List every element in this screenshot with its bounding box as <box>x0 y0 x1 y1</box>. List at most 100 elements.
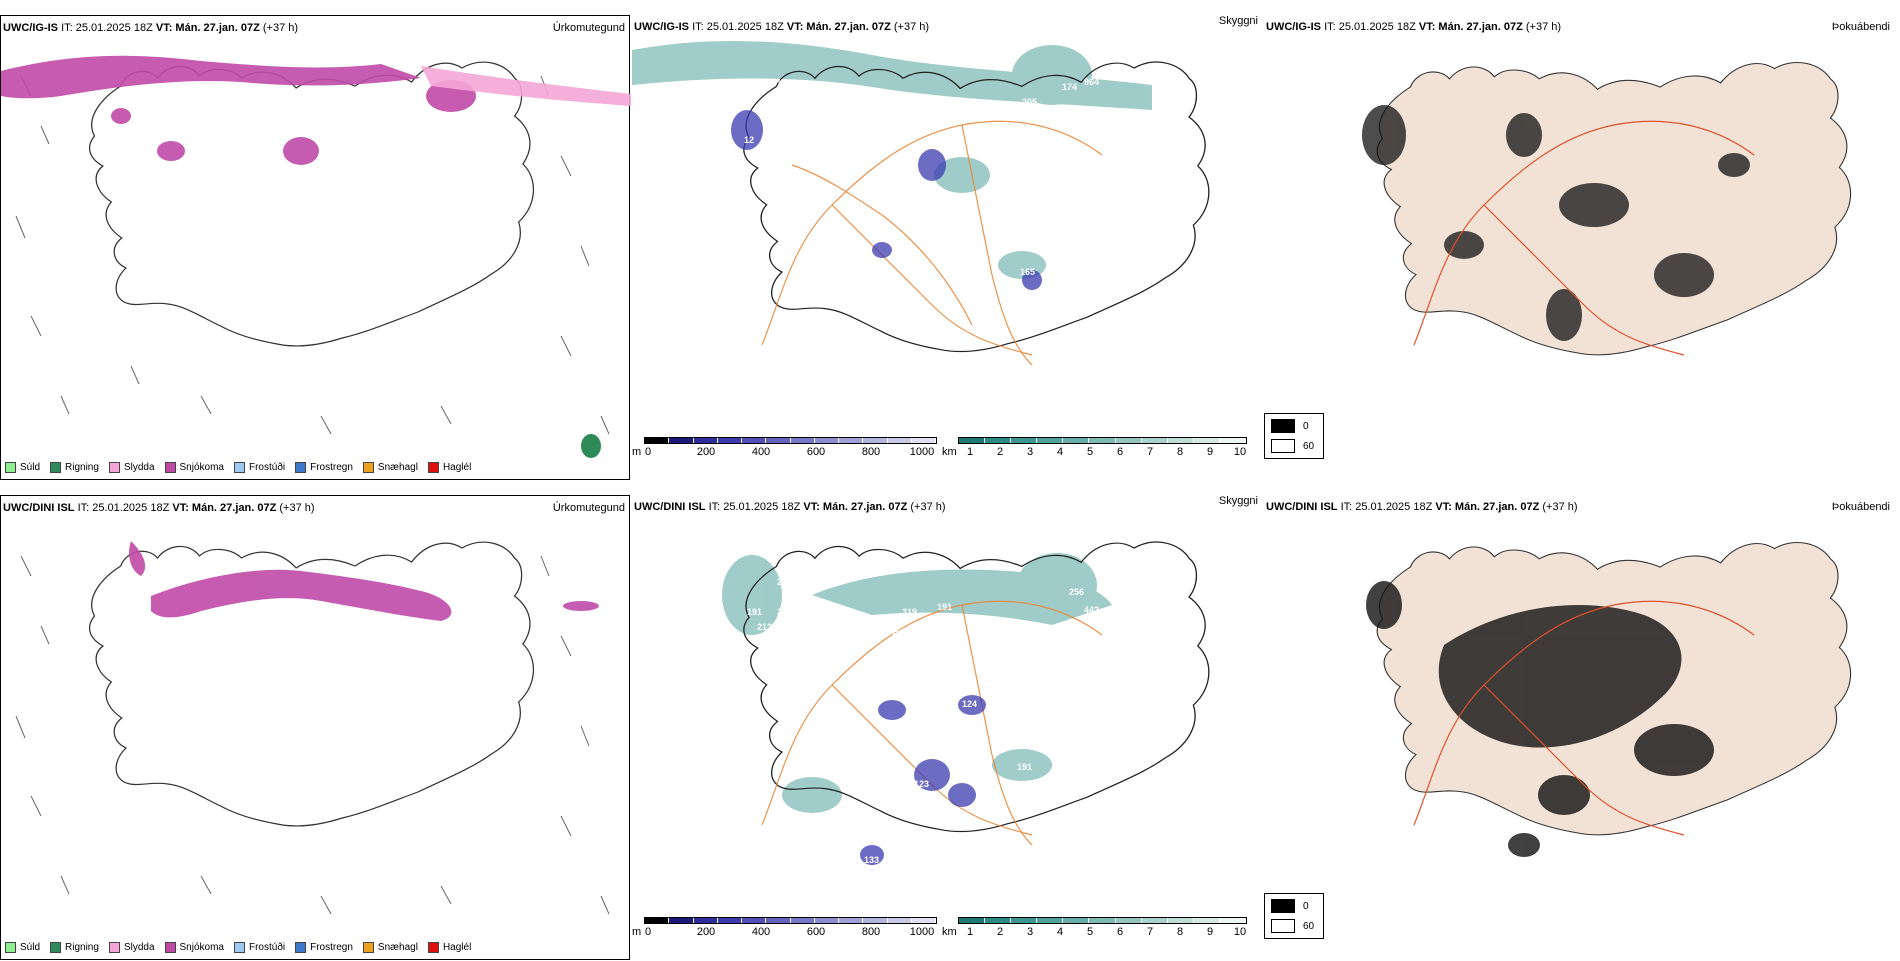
low-visibility-areas <box>722 553 1112 813</box>
ceiling-swatch <box>863 438 888 443</box>
valid-time: Mán. 27.jan. 07Z <box>1454 501 1540 513</box>
visibility-ticks: 1 2 3 4 5 6 7 8 9 10 <box>942 926 1247 940</box>
tick-label: 600 <box>806 446 826 458</box>
ceiling-value: 191 <box>747 607 762 617</box>
legend-item-rain: Rigning <box>50 942 99 953</box>
tick-label: 10 <box>1233 446 1247 458</box>
ceiling-swatch <box>839 438 864 443</box>
legend-label: Frostúði <box>248 462 286 473</box>
ceiling-value: 12 <box>744 135 754 145</box>
legend-item-sleet: Slydda <box>108 942 155 953</box>
model-name: UWC/DINI ISL <box>3 502 75 514</box>
legend-label: Rigning <box>65 462 99 473</box>
ceiling-swatch <box>911 918 936 923</box>
tick-label: 10 <box>1233 926 1247 938</box>
ceiling-value: 15 <box>932 185 942 195</box>
legend-swatch <box>50 462 62 473</box>
product-label: Þokuábendi <box>1831 501 1890 513</box>
model-name: UWC/DINI ISL <box>634 501 706 513</box>
product-label: Úrkomutegund <box>552 22 625 34</box>
tick-label: 200 <box>696 926 716 938</box>
fog-legend-top: 0 60 <box>1264 413 1324 459</box>
fog-panel-top: UWC/IG-IS IT: 25.01.2025 18Z VT: Mán. 27… <box>1264 15 1894 480</box>
ceiling-value: 165 <box>1020 267 1035 277</box>
ceiling-value: 213 <box>757 622 772 632</box>
fog-index-areas <box>1366 581 1714 857</box>
tick-label: 5 <box>1086 446 1094 458</box>
legend-item-hail: Haglél <box>427 462 471 473</box>
ceiling-value: 124 <box>962 699 977 709</box>
low-ceiling-areas <box>860 695 986 865</box>
ceiling-swatch <box>717 918 742 923</box>
legend-swatch <box>5 462 16 473</box>
visibility-swatch <box>985 438 1012 443</box>
tick-label: 1 <box>966 926 974 938</box>
road-network <box>1413 600 1755 836</box>
tick-label: 800 <box>861 926 881 938</box>
legend-label: Frostregn <box>310 942 353 953</box>
legend-label: Snæhagl <box>377 942 418 953</box>
precip-type-panel-top: UWC/IG-IS IT: 25.01.2025 18Z VT: Mán. 27… <box>0 15 631 480</box>
visibility-swatch <box>1089 438 1116 443</box>
legend-swatch <box>233 462 245 473</box>
tick-label: 200 <box>696 446 716 458</box>
tick-label: 4 <box>1056 926 1064 938</box>
visibility-swatch <box>1219 438 1247 443</box>
low-visibility-areas <box>632 40 1152 279</box>
legend-label: Slydda <box>123 462 155 473</box>
valid-label: VT: <box>172 502 189 514</box>
snowfall-areas <box>1 55 476 165</box>
ceiling-swatch <box>742 438 767 443</box>
tick-label: 7 <box>1146 926 1154 938</box>
ceiling-swatch <box>911 438 936 443</box>
ceiling-value: 133 <box>864 855 879 865</box>
ceiling-swatch <box>766 438 791 443</box>
ceiling-swatch <box>790 918 815 923</box>
panel-title: UWC/IG-IS IT: 25.01.2025 18Z VT: Mán. 27… <box>3 22 298 34</box>
ceiling-swatch <box>863 918 888 923</box>
legend-swatch <box>362 462 374 473</box>
ceiling-swatch <box>790 438 815 443</box>
ceiling-value: 319 <box>902 607 917 617</box>
tick-label: 8 <box>1176 446 1184 458</box>
visibility-colorbar: km 1 2 3 4 5 6 7 8 9 10 <box>942 917 1247 943</box>
ceiling-value: 209 <box>777 577 792 587</box>
fog-index-areas <box>1362 105 1750 341</box>
legend-item-freezing-rain: Frostregn <box>295 942 353 953</box>
visibility-swatch <box>1037 438 1064 443</box>
product-label: Úrkomutegund <box>552 502 625 514</box>
ceiling-value: 442 <box>1084 605 1099 615</box>
ceiling-swatch <box>814 918 839 923</box>
legend-label: Súld <box>20 462 41 473</box>
ceiling-swatch <box>693 918 718 923</box>
legend-swatch <box>362 942 374 953</box>
fog-legend-item: 0 <box>1271 419 1309 433</box>
legend-label: Snæhagl <box>377 462 418 473</box>
tick-label: 0 <box>644 926 652 938</box>
lead-time: (+37 h) <box>910 501 946 513</box>
ceiling-ticks: 0 200 400 600 800 1000 <box>632 446 937 460</box>
ceiling-colorbar-swatches <box>644 917 937 924</box>
tick-label: 400 <box>751 926 771 938</box>
model-name: UWC/IG-IS <box>1266 21 1321 33</box>
visibility-swatch <box>1115 438 1142 443</box>
ceiling-ticks: 0 200 400 600 800 1000 <box>632 926 937 940</box>
fog-legend-bottom: 0 60 <box>1264 893 1324 939</box>
visibility-unit: km <box>942 446 957 458</box>
ceiling-swatch <box>814 438 839 443</box>
visibility-swatch <box>1167 438 1194 443</box>
panel-title: UWC/DINI ISL IT: 25.01.2025 18Z VT: Mán.… <box>3 502 315 514</box>
visibility-swatch <box>1193 918 1220 923</box>
init-time: IT: 25.01.2025 18Z <box>1324 21 1416 33</box>
valid-time: Mán. 27.jan. 07Z <box>175 22 260 34</box>
valid-time: Mán. 27.jan. 07Z <box>191 502 277 514</box>
visibility-ticks: 1 2 3 4 5 6 7 8 9 10 <box>942 446 1247 460</box>
legend-swatch <box>108 942 120 953</box>
ceiling-swatch <box>669 438 694 443</box>
model-name: UWC/DINI ISL <box>1266 501 1338 513</box>
fog-map-top <box>1362 61 1852 356</box>
lead-time: (+37 h) <box>1542 501 1578 513</box>
visibility-panel-top: 209 157 12 124 15 205 174 964 165 15 UWC… <box>632 15 1262 480</box>
tick-label: 3 <box>1026 926 1034 938</box>
ceiling-value: 209 <box>777 79 792 89</box>
